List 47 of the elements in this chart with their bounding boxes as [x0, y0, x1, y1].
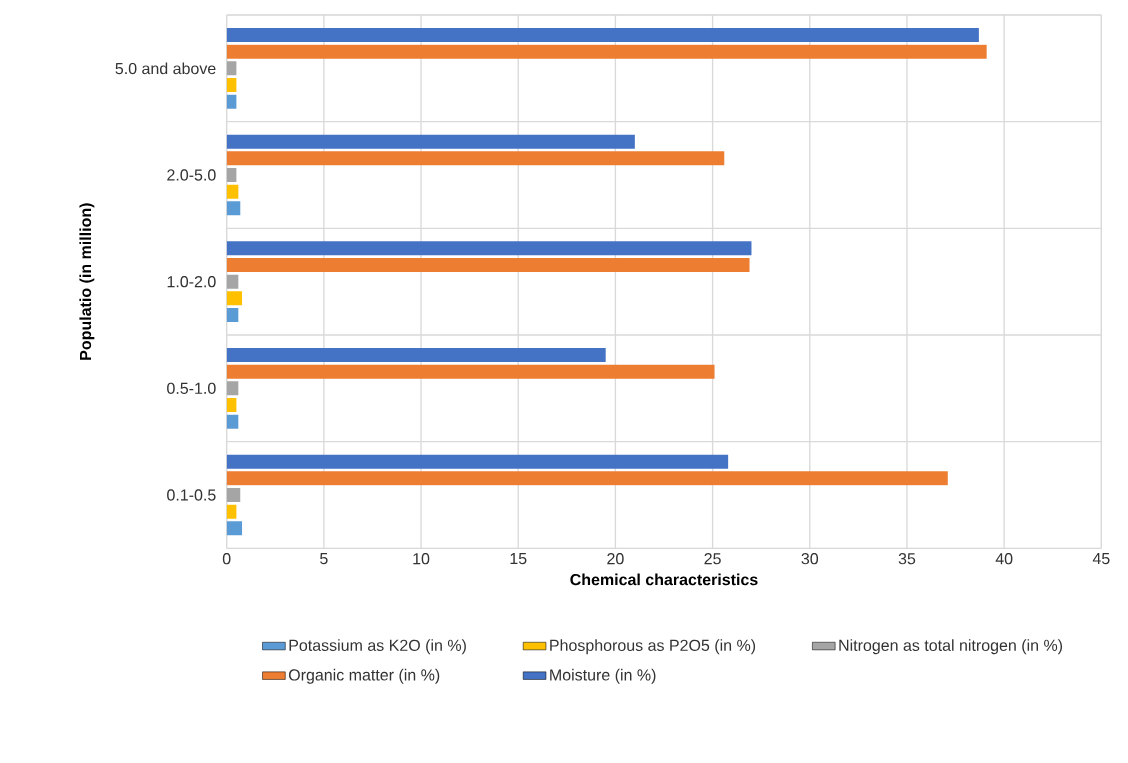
x-tick-label: 30 [801, 553, 819, 565]
bar [226, 521, 243, 536]
bar [226, 308, 239, 322]
legend-label: Phosphorous as P2O5 (in %) [550, 639, 756, 655]
y-tick-label: 1.0-2.0 [167, 276, 216, 288]
bar [226, 201, 241, 216]
bar [226, 381, 239, 396]
y-tick-label: 0.5-1.0 [167, 382, 216, 394]
y-tick-label: 0.1-0.5 [167, 489, 216, 501]
bar [226, 348, 606, 362]
bar [226, 94, 237, 109]
x-tick-label: 45 [1092, 553, 1110, 565]
x-tick-label: 5 [320, 553, 328, 565]
bar [226, 258, 750, 272]
x-tick-label: 40 [995, 553, 1013, 565]
x-tick-label: 10 [413, 553, 430, 565]
bar [226, 364, 715, 379]
x-tick-label: 15 [510, 553, 527, 565]
bar [226, 28, 979, 43]
legend-label: Potassium as K2O (in %) [289, 639, 466, 655]
bar [226, 274, 239, 289]
y-tick-label: 5.0 and above [115, 62, 216, 75]
bar [226, 414, 239, 429]
x-tick-label: 25 [704, 553, 721, 565]
y-tick-label: 2.0-5.0 [167, 169, 216, 181]
bar [226, 61, 237, 76]
x-tick-label: 35 [898, 553, 916, 565]
y-axis-title: Populatio (in million) [79, 203, 95, 360]
bar [226, 471, 948, 486]
x-tick-label: 0 [222, 553, 231, 565]
legend-label: Nitrogen as total nitrogen (in %) [839, 639, 1063, 655]
bar [226, 241, 752, 256]
bar [226, 168, 237, 182]
bar [226, 184, 239, 199]
bar [226, 454, 729, 469]
bar [226, 44, 987, 59]
legend-label: Organic matter (in %) [288, 668, 440, 684]
bar [226, 78, 237, 92]
bar [226, 487, 241, 502]
x-tick-label: 20 [607, 553, 624, 565]
bar [226, 134, 635, 149]
legend-label: Moisture (in %) [550, 668, 656, 684]
x-axis-title: Chemical characteristics [570, 573, 758, 586]
bar [226, 504, 237, 519]
bar [226, 291, 243, 306]
bar [226, 151, 725, 166]
bar [226, 398, 237, 412]
